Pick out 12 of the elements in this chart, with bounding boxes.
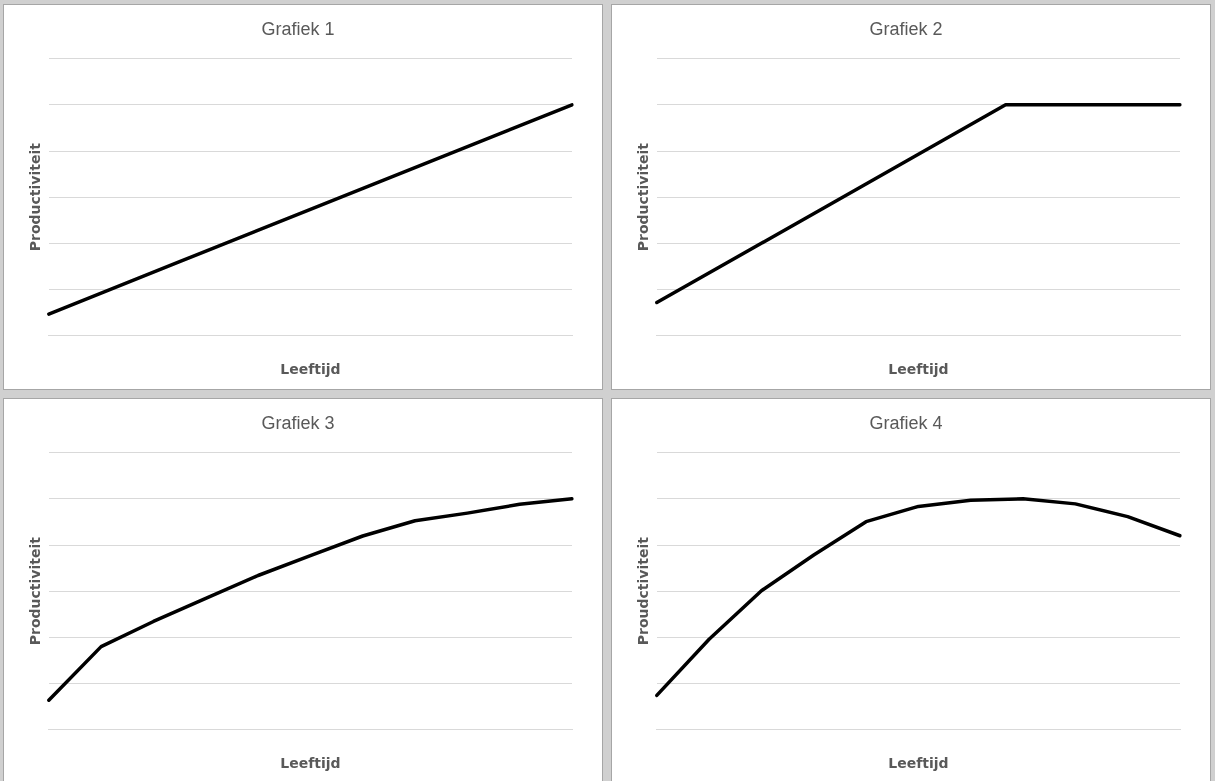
chart-title: Grafiek 2: [869, 18, 943, 39]
y-axis-title: Productiviteit: [27, 536, 44, 646]
y-axis-title: Productiviteit: [27, 142, 44, 252]
chart-title: Grafiek 3: [261, 412, 335, 433]
x-axis-title: Leeftijd: [280, 755, 341, 772]
x-axis-title: Leeftijd: [888, 755, 949, 772]
x-axis-title: Leeftijd: [280, 361, 341, 378]
y-axis-title: Productiviteit: [635, 142, 652, 252]
chart-title: Grafiek 4: [869, 412, 943, 433]
y-axis-title: Proudctiviteit: [635, 536, 652, 646]
x-axis-title: Leeftijd: [888, 361, 949, 378]
chart-title: Grafiek 1: [261, 18, 335, 39]
